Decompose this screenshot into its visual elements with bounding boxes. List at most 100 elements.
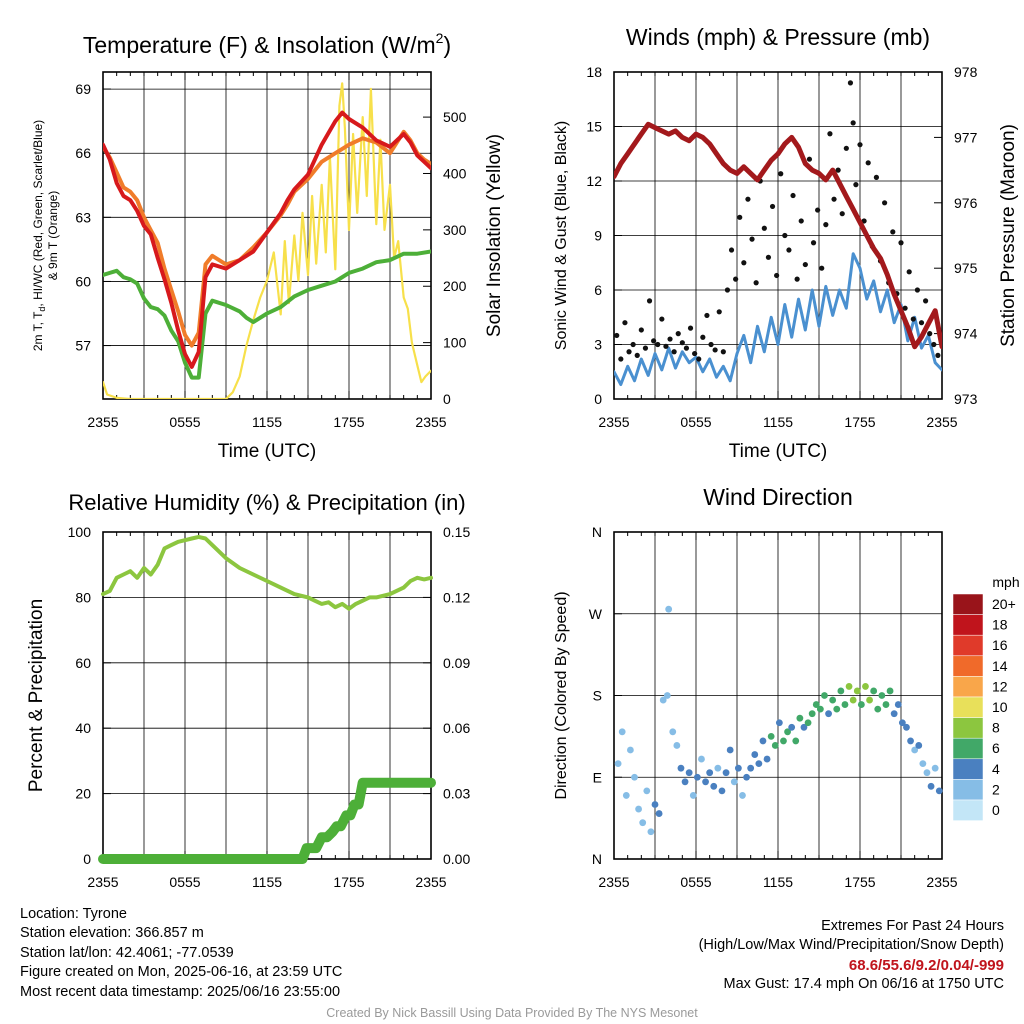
y2-tick-label: 0.12 bbox=[443, 589, 470, 605]
gust-point bbox=[630, 341, 636, 348]
gust-point bbox=[692, 350, 698, 357]
x-tick-label: 1155 bbox=[252, 874, 282, 890]
x-tick-label: 0555 bbox=[680, 414, 711, 430]
y-tick-label: W bbox=[589, 606, 603, 622]
gust-point bbox=[741, 260, 747, 266]
direction-point bbox=[915, 742, 923, 749]
direction-point bbox=[739, 792, 746, 799]
direction-point bbox=[618, 728, 626, 736]
temperature-panel: 2355 0555 1155 1755 2355 69 66 63 60 57 500 400 300 2… bbox=[31, 30, 505, 462]
gust-point bbox=[761, 225, 767, 231]
colorbar-swatch bbox=[952, 799, 984, 821]
plot-frame bbox=[102, 71, 432, 400]
direction-panel: 2355 0555 1155 1755 2355 N W S E N Wind Direction D… bbox=[553, 484, 1020, 890]
gust-point bbox=[749, 236, 755, 242]
direction-point bbox=[878, 692, 886, 699]
gust-point bbox=[806, 156, 813, 162]
colorbar-label: 2 bbox=[992, 781, 1000, 797]
colorbar-unit: mph bbox=[992, 574, 1019, 590]
gust-point bbox=[906, 269, 912, 275]
x-tick-label: 2355 bbox=[87, 414, 118, 430]
gust-point bbox=[935, 352, 941, 358]
direction-point bbox=[816, 705, 824, 713]
direction-point bbox=[614, 760, 622, 768]
gust-point bbox=[873, 174, 880, 180]
y-tick-label: 9 bbox=[594, 228, 602, 244]
winds-panel: 2355 0555 1155 1755 2355 18 15 12 9 6 3 0 978 977 976 9… bbox=[553, 24, 1019, 462]
station-info: Location: Tyrone Station elevation: 366.… bbox=[20, 905, 342, 1002]
location-text: Location: Tyrone bbox=[20, 906, 127, 922]
y-tick-label: 3 bbox=[594, 337, 602, 353]
y-tick-label: E bbox=[593, 769, 602, 785]
colorbar-swatch bbox=[952, 758, 984, 780]
temperature-ylabel-2: & 9m T (Orange) bbox=[46, 191, 60, 281]
extremes-legend: (High/Low/Max Wind/Precipitation/Snow De… bbox=[698, 937, 1004, 954]
series-t2m bbox=[103, 110, 431, 369]
gust-point bbox=[902, 305, 908, 311]
winds-lines bbox=[614, 80, 942, 386]
direction-point bbox=[635, 805, 642, 813]
gust-point bbox=[882, 200, 888, 206]
y2-tick-label: 0 bbox=[443, 391, 451, 407]
direction-point bbox=[702, 778, 709, 786]
colorbar-label: 14 bbox=[992, 658, 1008, 674]
winds-ylabel: Sonic Wind & Gust (Blue, Black) bbox=[553, 121, 570, 350]
x-tick-label: 2355 bbox=[87, 874, 118, 890]
created-text: Figure created on Mon, 2025-06-16, at 23… bbox=[20, 964, 343, 981]
direction-point bbox=[639, 819, 647, 827]
gust-point bbox=[827, 131, 833, 137]
y-tick-label: 0 bbox=[594, 391, 602, 407]
gust-point bbox=[679, 340, 685, 346]
gust-point bbox=[835, 167, 841, 173]
direction-point bbox=[853, 687, 861, 695]
direction-point bbox=[923, 769, 931, 777]
direction-point bbox=[841, 701, 849, 708]
winds-xlabel: Time (UTC) bbox=[729, 441, 828, 462]
gust-point bbox=[655, 341, 661, 348]
x-tick-label: 1755 bbox=[844, 414, 875, 430]
y-tick-label: 0 bbox=[83, 851, 91, 867]
direction-point bbox=[812, 701, 820, 708]
gust-point bbox=[614, 332, 620, 339]
y2-tick-label: 500 bbox=[443, 109, 467, 125]
direction-point bbox=[767, 732, 775, 740]
series-td bbox=[103, 249, 431, 380]
gust-point bbox=[733, 276, 739, 282]
y2-tick-label: 300 bbox=[443, 222, 467, 238]
x-tick-label: 2355 bbox=[598, 414, 629, 430]
gust-point bbox=[857, 142, 863, 148]
direction-point bbox=[714, 764, 722, 772]
direction-point bbox=[689, 792, 697, 799]
y-tick-label: N bbox=[592, 524, 602, 540]
x-tick-label: 1755 bbox=[333, 414, 364, 430]
gust-point bbox=[774, 272, 780, 279]
gust-point bbox=[890, 229, 896, 235]
direction-point bbox=[698, 755, 705, 763]
temperature-title: Temperature (F) & Insolation (W/m2) bbox=[83, 30, 451, 58]
series-rh bbox=[101, 534, 433, 611]
max-gust-text: Max Gust: 17.4 mph On 06/16 at 1750 UTC bbox=[723, 976, 1004, 993]
series-insolation bbox=[103, 82, 431, 399]
temperature-lines bbox=[103, 82, 431, 399]
gust-point bbox=[667, 336, 673, 342]
colorbar-swatch bbox=[952, 655, 984, 677]
gust-point bbox=[642, 345, 649, 351]
y2-tick-label: 975 bbox=[954, 260, 978, 276]
colorbar-swatch bbox=[952, 676, 984, 698]
y2-tick-label: 978 bbox=[954, 64, 978, 80]
direction-point bbox=[898, 719, 906, 727]
x-tick-label: 1155 bbox=[763, 414, 793, 430]
x-tick-label: 0555 bbox=[169, 414, 200, 430]
direction-point bbox=[935, 787, 943, 795]
humidity-title: Relative Humidity (%) & Precipitation (i… bbox=[68, 490, 465, 515]
gust-point bbox=[786, 247, 792, 253]
extremes-values: 68.6/55.6/9.2/0.04/-999 bbox=[848, 956, 1004, 974]
direction-point bbox=[780, 737, 787, 745]
gust-point bbox=[931, 341, 937, 348]
gust-point bbox=[823, 222, 829, 228]
gust-point bbox=[802, 261, 808, 268]
gust-point bbox=[815, 207, 821, 213]
direction-point bbox=[857, 701, 865, 708]
direction-point bbox=[931, 764, 939, 772]
direction-point bbox=[763, 755, 771, 763]
